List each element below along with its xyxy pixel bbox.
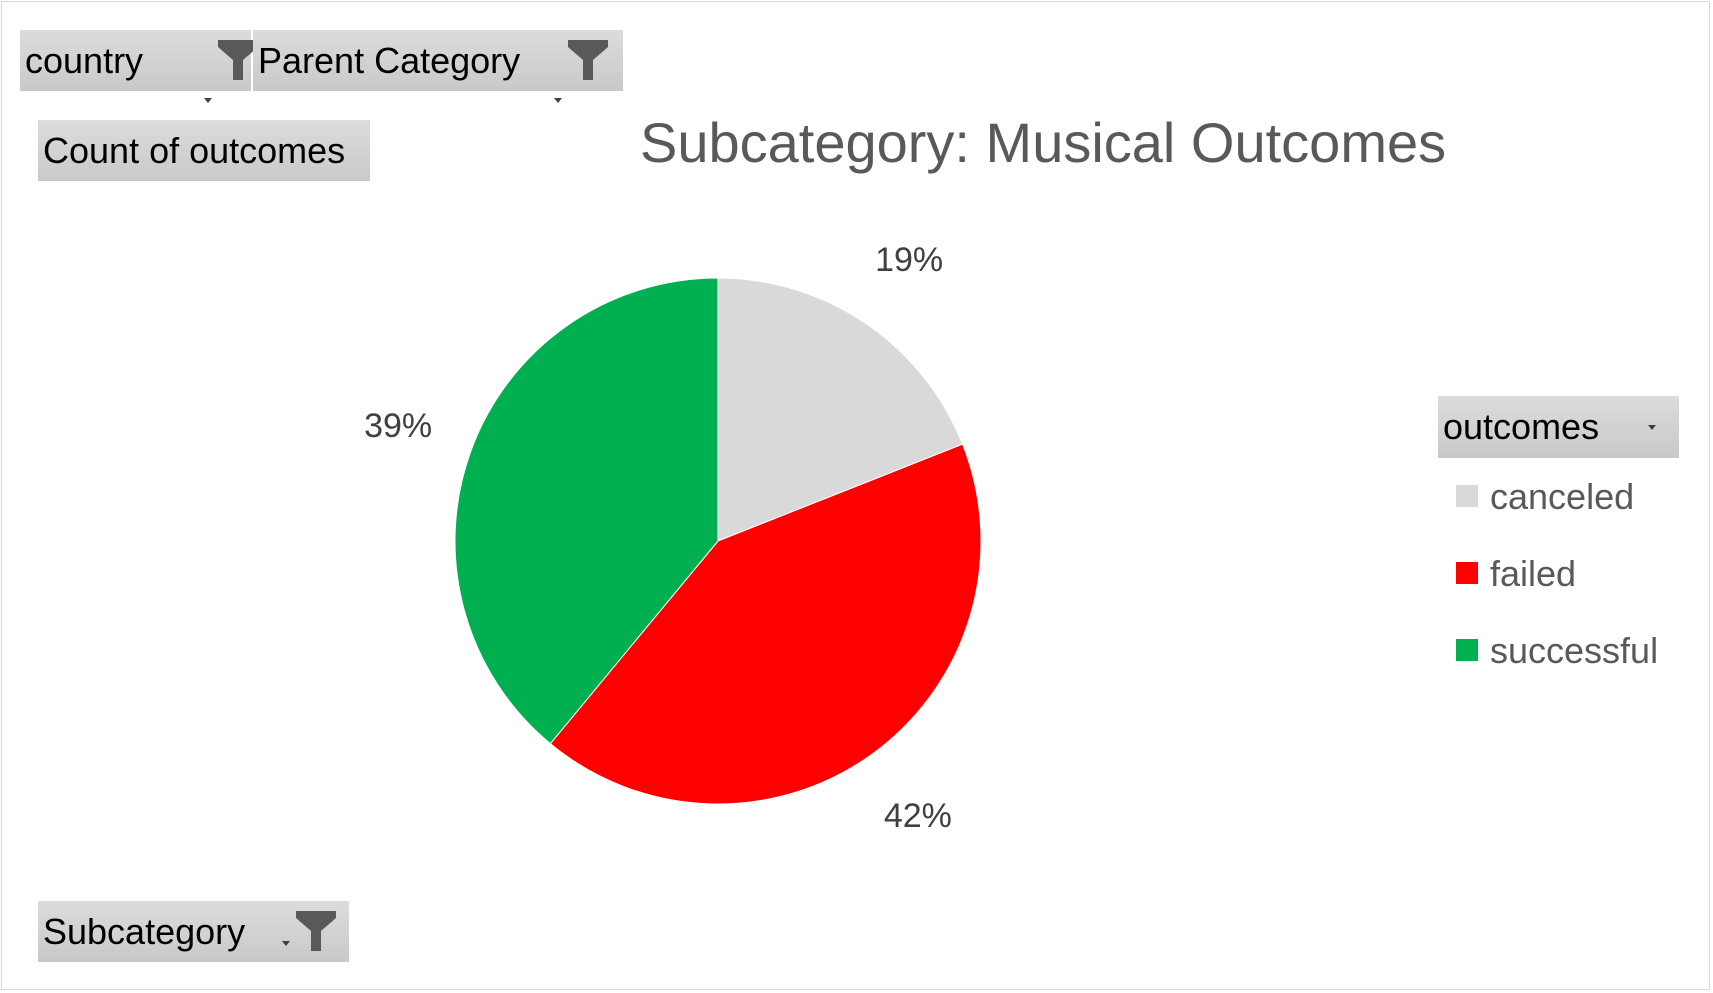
data-label-successful: 39% <box>364 407 432 445</box>
pie-slice-canceled[interactable] <box>717 277 964 542</box>
legend-label: canceled <box>1490 476 1635 517</box>
legend-field-label: outcomes <box>1443 406 1600 447</box>
legend-swatch <box>1456 562 1478 584</box>
legend-swatch <box>1456 639 1478 661</box>
data-label-failed: 42% <box>884 797 952 835</box>
legend-field-button[interactable]: outcomes <box>1438 396 1679 458</box>
parent-category-filter-button[interactable]: Parent Category <box>253 30 623 103</box>
chevron-down-icon <box>204 98 212 103</box>
chart-title: Subcategory: Musical Outcomes <box>640 111 1447 174</box>
legend-label: successful <box>1490 630 1659 671</box>
country-filter-label: country <box>25 40 144 81</box>
values-field-label: Count of outcomes <box>43 130 346 171</box>
legend-swatch <box>1456 485 1478 507</box>
country-filter-button[interactable]: country <box>20 30 258 103</box>
filter-icon <box>568 40 608 80</box>
subcategory-filter-button[interactable]: Subcategory <box>38 901 349 962</box>
chevron-down-icon <box>1648 425 1656 430</box>
filter-icon <box>218 40 258 80</box>
pie-slice-failed[interactable] <box>549 443 982 805</box>
values-field-button[interactable]: Count of outcomes <box>38 120 370 181</box>
subcategory-filter-label: Subcategory <box>43 911 246 952</box>
chevron-down-icon <box>282 941 290 946</box>
legend-label: failed <box>1490 553 1577 594</box>
chevron-down-icon <box>554 98 562 103</box>
parent-category-filter-label: Parent Category <box>258 40 521 81</box>
data-label-canceled: 19% <box>875 241 943 279</box>
filter-icon <box>296 911 336 951</box>
pie-slice-successful[interactable] <box>454 277 719 745</box>
